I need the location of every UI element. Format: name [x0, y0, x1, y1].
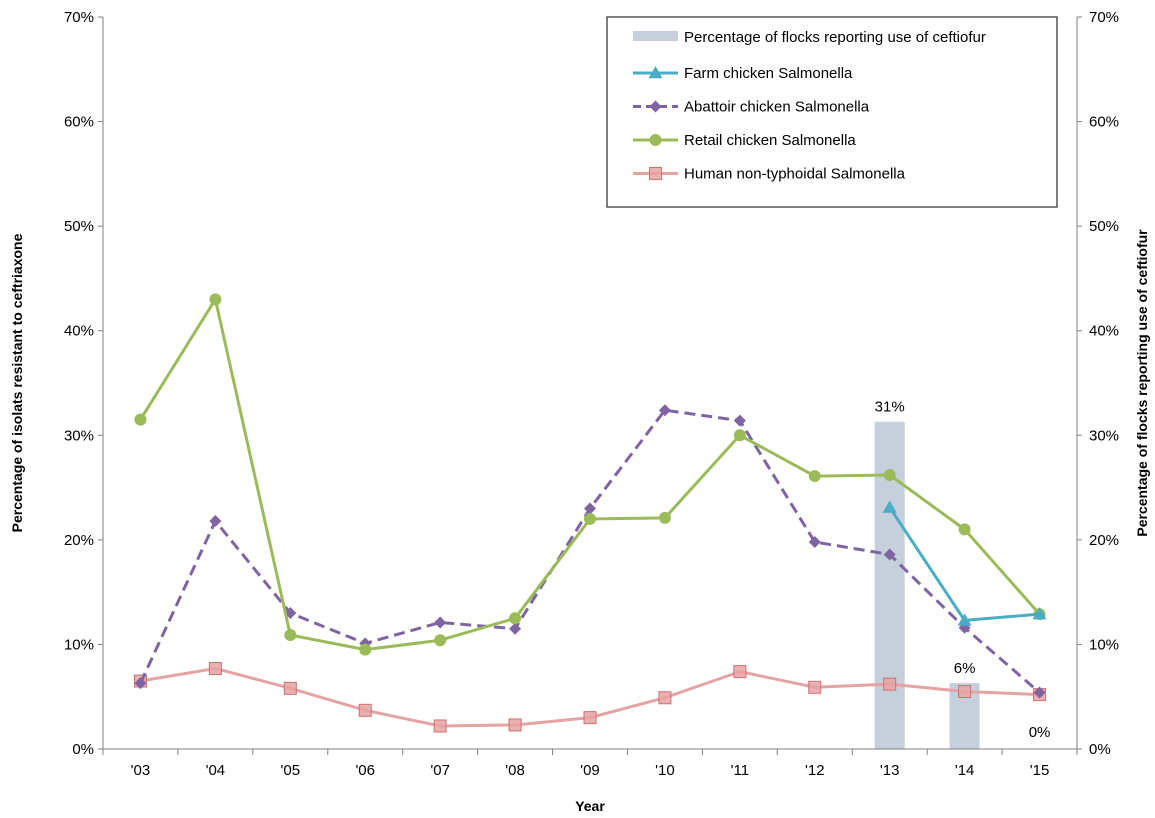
legend-marker: [649, 100, 662, 113]
series-point: [134, 413, 147, 426]
series-point: [509, 612, 522, 625]
y-left-tick-label: 20%: [64, 532, 94, 549]
series-point: [283, 681, 297, 695]
series-point: [1032, 607, 1047, 620]
series-point: [209, 293, 222, 306]
y-right-tick-label: 40%: [1089, 323, 1119, 340]
series-point: [134, 677, 147, 690]
series-point: [733, 414, 746, 427]
y-left-tick-label: 0%: [72, 741, 94, 758]
y-left-tick-label: 10%: [64, 636, 94, 653]
legend-bar-swatch: [633, 31, 678, 41]
x-tick-label: '14: [955, 762, 975, 779]
series-human-non-typhoidal-salmonella: [133, 661, 1047, 733]
series-point: [584, 512, 596, 525]
legend-item: Farm chicken Salmonella: [633, 65, 853, 82]
x-tick-label: '15: [1030, 762, 1050, 779]
series-point: [359, 643, 372, 656]
x-tick-label: '12: [805, 762, 825, 779]
series-point: [284, 629, 297, 642]
x-axis-title: Year: [575, 798, 605, 814]
x-tick-label: '06: [355, 762, 375, 779]
legend-label: Retail chicken Salmonella: [684, 132, 856, 149]
legend-item-bar: Percentage of flocks reporting use of ce…: [633, 29, 986, 46]
series-point: [434, 634, 447, 647]
series-point: [957, 613, 972, 626]
y-right-tick-label: 60%: [1089, 114, 1119, 131]
series-point: [808, 535, 821, 548]
y-right-tick-label: 50%: [1089, 218, 1119, 235]
y-right-tick-label: 30%: [1089, 427, 1119, 444]
ceftiofur-bar-label: 6%: [954, 660, 976, 677]
x-tick-label: '04: [206, 762, 226, 779]
legend-label: Abattoir chicken Salmonella: [684, 99, 870, 116]
y-left-tick-label: 70%: [64, 9, 94, 26]
series-point: [508, 718, 522, 732]
legend-marker: [649, 134, 662, 146]
x-tick-label: '05: [281, 762, 301, 779]
series-point: [584, 502, 596, 515]
x-tick-label: '10: [655, 762, 675, 779]
y-left-tick-label: 30%: [64, 427, 94, 444]
series-farm-chicken-salmonella: [882, 500, 1047, 626]
series-point: [509, 622, 522, 635]
axes-layer: [102, 17, 1078, 750]
legend-series: Farm chicken Salmonella Abattoir chicken …: [633, 65, 906, 183]
ticks-layer: 0% 10% 20% 30% 40% 50% 60% 70% 0% 10% 20% 30% 40% 50%…: [64, 9, 1119, 779]
series-abattoir-chicken-salmonella: [134, 404, 1046, 699]
legend-box: [606, 16, 1058, 208]
y-axis-left-title: Percentage of isolats resistant to ceftr…: [9, 233, 25, 532]
series-point: [658, 691, 672, 705]
series-point: [958, 684, 972, 698]
legend-label-bar: Percentage of flocks reporting use of ce…: [684, 29, 986, 46]
series-point: [208, 661, 222, 675]
x-tick-label: '03: [131, 762, 151, 779]
y-left-tick-label: 40%: [64, 323, 94, 340]
series-point: [883, 469, 896, 482]
x-tick-label: '13: [880, 762, 900, 779]
series-point: [883, 548, 896, 561]
y-right-tick-label: 10%: [1089, 636, 1119, 653]
series-point: [733, 429, 746, 442]
y-axis-right-title: Percentage of flocks reporting use of ce…: [1134, 229, 1150, 537]
y-left-tick-label: 60%: [64, 114, 94, 131]
y-right-tick-label: 0%: [1089, 741, 1111, 758]
legend: Percentage of flocks reporting use of ce…: [606, 16, 1058, 208]
x-tick-label: '09: [580, 762, 600, 779]
series-point: [808, 680, 822, 694]
series-point: [658, 511, 671, 524]
series-retail-chicken-salmonella: [134, 293, 1046, 656]
series-point: [883, 677, 897, 691]
legend-item: Abattoir chicken Salmonella: [633, 99, 870, 116]
y-right-tick-label: 70%: [1089, 9, 1119, 26]
ceftiofur-bar-label: 31%: [875, 399, 905, 416]
series-point: [958, 523, 971, 536]
x-tick-label: '08: [505, 762, 525, 779]
y-left-tick-label: 50%: [64, 218, 94, 235]
series-point: [882, 500, 897, 513]
series-point: [209, 515, 222, 528]
series-point: [433, 719, 447, 733]
y-right-tick-label: 20%: [1089, 532, 1119, 549]
legend-item: Retail chicken Salmonella: [633, 132, 856, 149]
series-point: [658, 404, 671, 417]
x-tick-label: '11: [731, 762, 749, 779]
series-point: [583, 711, 597, 725]
series-point: [808, 470, 821, 483]
series-point: [434, 616, 447, 629]
ceftiofur-bar-label: 0%: [1029, 724, 1051, 741]
series-point: [1033, 686, 1046, 699]
x-tick-label: '07: [430, 762, 450, 779]
legend-marker: [648, 66, 663, 79]
bar-labels-layer: 31% 6% 0%: [875, 399, 1051, 741]
legend-marker: [649, 167, 662, 180]
series-point: [733, 665, 747, 679]
legend-item: Human non-typhoidal Salmonella: [633, 166, 906, 183]
legend-label: Farm chicken Salmonella: [684, 65, 853, 82]
series-point: [358, 703, 372, 717]
series-layer: [133, 293, 1047, 733]
legend-label: Human non-typhoidal Salmonella: [684, 166, 906, 183]
